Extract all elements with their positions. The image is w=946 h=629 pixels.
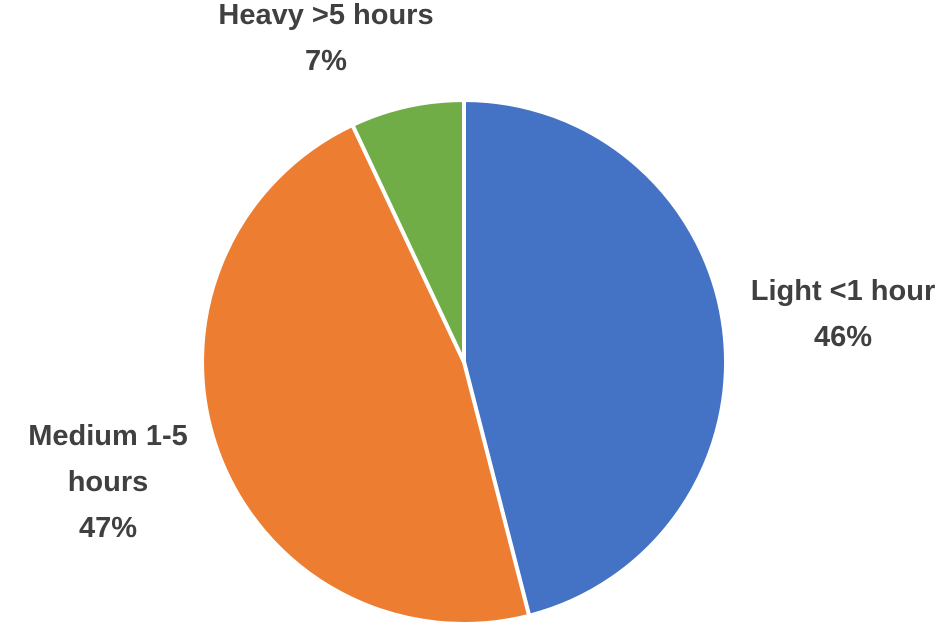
pie-slice-heavy [350,98,466,364]
pie-slice-light [462,98,729,618]
data-label-value: 7% [305,45,347,77]
data-label-value: 46% [814,321,872,353]
data-label-light: Light <1 hour 46% [751,275,935,353]
data-label-category: Heavy >5 hours [218,0,433,31]
data-label-heavy: Heavy >5 hours 7% [218,0,433,77]
pie-slice-medium [200,122,532,626]
pie-slices [200,98,729,626]
data-label-medium: Medium 1-5 hours 47% [28,420,188,544]
data-label-category: hours [68,466,149,498]
data-label-category: Medium 1-5 [28,420,188,452]
pie-data-labels: Light <1 hour 46% Medium 1-5 hours 47% Heavy … [28,0,935,544]
data-label-value: 47% [79,512,137,544]
data-label-category: Light <1 hour [751,275,935,307]
